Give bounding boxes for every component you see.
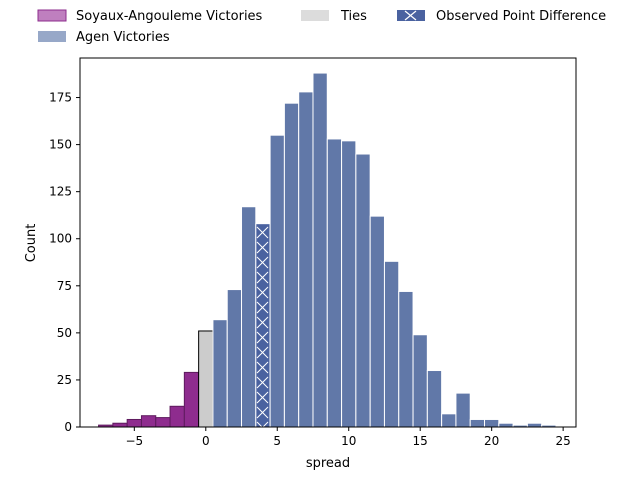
bar-soyaux bbox=[112, 422, 128, 428]
x-tick-label: 20 bbox=[484, 434, 499, 448]
y-tick-label: 100 bbox=[49, 232, 72, 246]
bar-agen bbox=[383, 260, 400, 428]
bar-agen bbox=[355, 153, 371, 428]
legend-label-observed: Observed Point Difference bbox=[436, 9, 606, 24]
bar-soyaux bbox=[126, 418, 142, 428]
legend-entry-observed: Observed Point Difference bbox=[397, 9, 606, 24]
bar-agen bbox=[469, 418, 486, 428]
y-axis-label: Count bbox=[24, 224, 39, 263]
y-tick-label: 50 bbox=[57, 326, 72, 340]
legend-label-soyaux: Soyaux-Angouleme Victories bbox=[76, 9, 263, 24]
bar-agen bbox=[283, 102, 300, 428]
bar-agen bbox=[426, 370, 443, 428]
bar-agen bbox=[455, 392, 471, 428]
x-tick-label: 5 bbox=[273, 434, 281, 448]
x-tick-label: −5 bbox=[125, 434, 143, 448]
y-tick-label: 175 bbox=[49, 91, 72, 105]
legend-swatch-ties bbox=[301, 10, 329, 21]
bar-soyaux bbox=[155, 417, 171, 428]
x-axis-label: spread bbox=[306, 456, 350, 471]
bar-agen bbox=[526, 422, 543, 428]
bar-agen bbox=[312, 72, 328, 428]
legend-swatch-observed-hatch bbox=[404, 10, 417, 21]
bar-agen bbox=[212, 319, 228, 428]
x-tick-label: 15 bbox=[413, 434, 428, 448]
legend-swatch-agen bbox=[38, 31, 66, 42]
y-tick-label: 75 bbox=[57, 279, 72, 293]
legend: Soyaux-Angouleme Victories Agen Victorie… bbox=[37, 9, 606, 45]
bar-agen bbox=[498, 422, 514, 428]
legend-entry-agen: Agen Victories bbox=[38, 30, 170, 45]
bar-agen bbox=[484, 418, 500, 428]
histogram-bars bbox=[98, 72, 557, 428]
x-tick-label: 10 bbox=[341, 434, 356, 448]
y-tick-label: 150 bbox=[49, 138, 72, 152]
bar-agen bbox=[326, 138, 343, 428]
bar-agen bbox=[369, 215, 385, 428]
bar-agen bbox=[398, 290, 414, 428]
legend-label-agen: Agen Victories bbox=[76, 30, 170, 45]
x-tick-label: 0 bbox=[202, 434, 210, 448]
x-axis-ticks: −5 0 5 10 15 20 25 bbox=[125, 427, 571, 448]
bar-agen bbox=[298, 91, 314, 428]
x-tick-label: 25 bbox=[555, 434, 570, 448]
y-tick-label: 125 bbox=[49, 185, 72, 199]
legend-swatch-soyaux bbox=[37, 9, 67, 22]
bar-observed-hatch bbox=[255, 223, 271, 427]
bar-soyaux bbox=[140, 415, 157, 428]
y-tick-label: 25 bbox=[57, 373, 72, 387]
plot-frame bbox=[79, 57, 577, 428]
legend-entry-soyaux: Soyaux-Angouleme Victories bbox=[37, 9, 263, 24]
legend-label-ties: Ties bbox=[340, 9, 367, 24]
bar-soyaux bbox=[169, 405, 185, 428]
bar-agen bbox=[341, 140, 357, 428]
bar-agen bbox=[441, 413, 457, 428]
bar-agen bbox=[241, 206, 257, 428]
legend-entry-ties: Ties bbox=[301, 9, 367, 24]
y-tick-label: 0 bbox=[64, 420, 72, 434]
bar-agen bbox=[269, 134, 285, 428]
bar-ties bbox=[198, 330, 214, 428]
bar-agen bbox=[412, 334, 428, 428]
bar-agen bbox=[226, 289, 243, 428]
y-axis-ticks: 0 25 50 75 100 125 150 175 bbox=[49, 91, 80, 434]
bar-soyaux bbox=[183, 371, 200, 428]
